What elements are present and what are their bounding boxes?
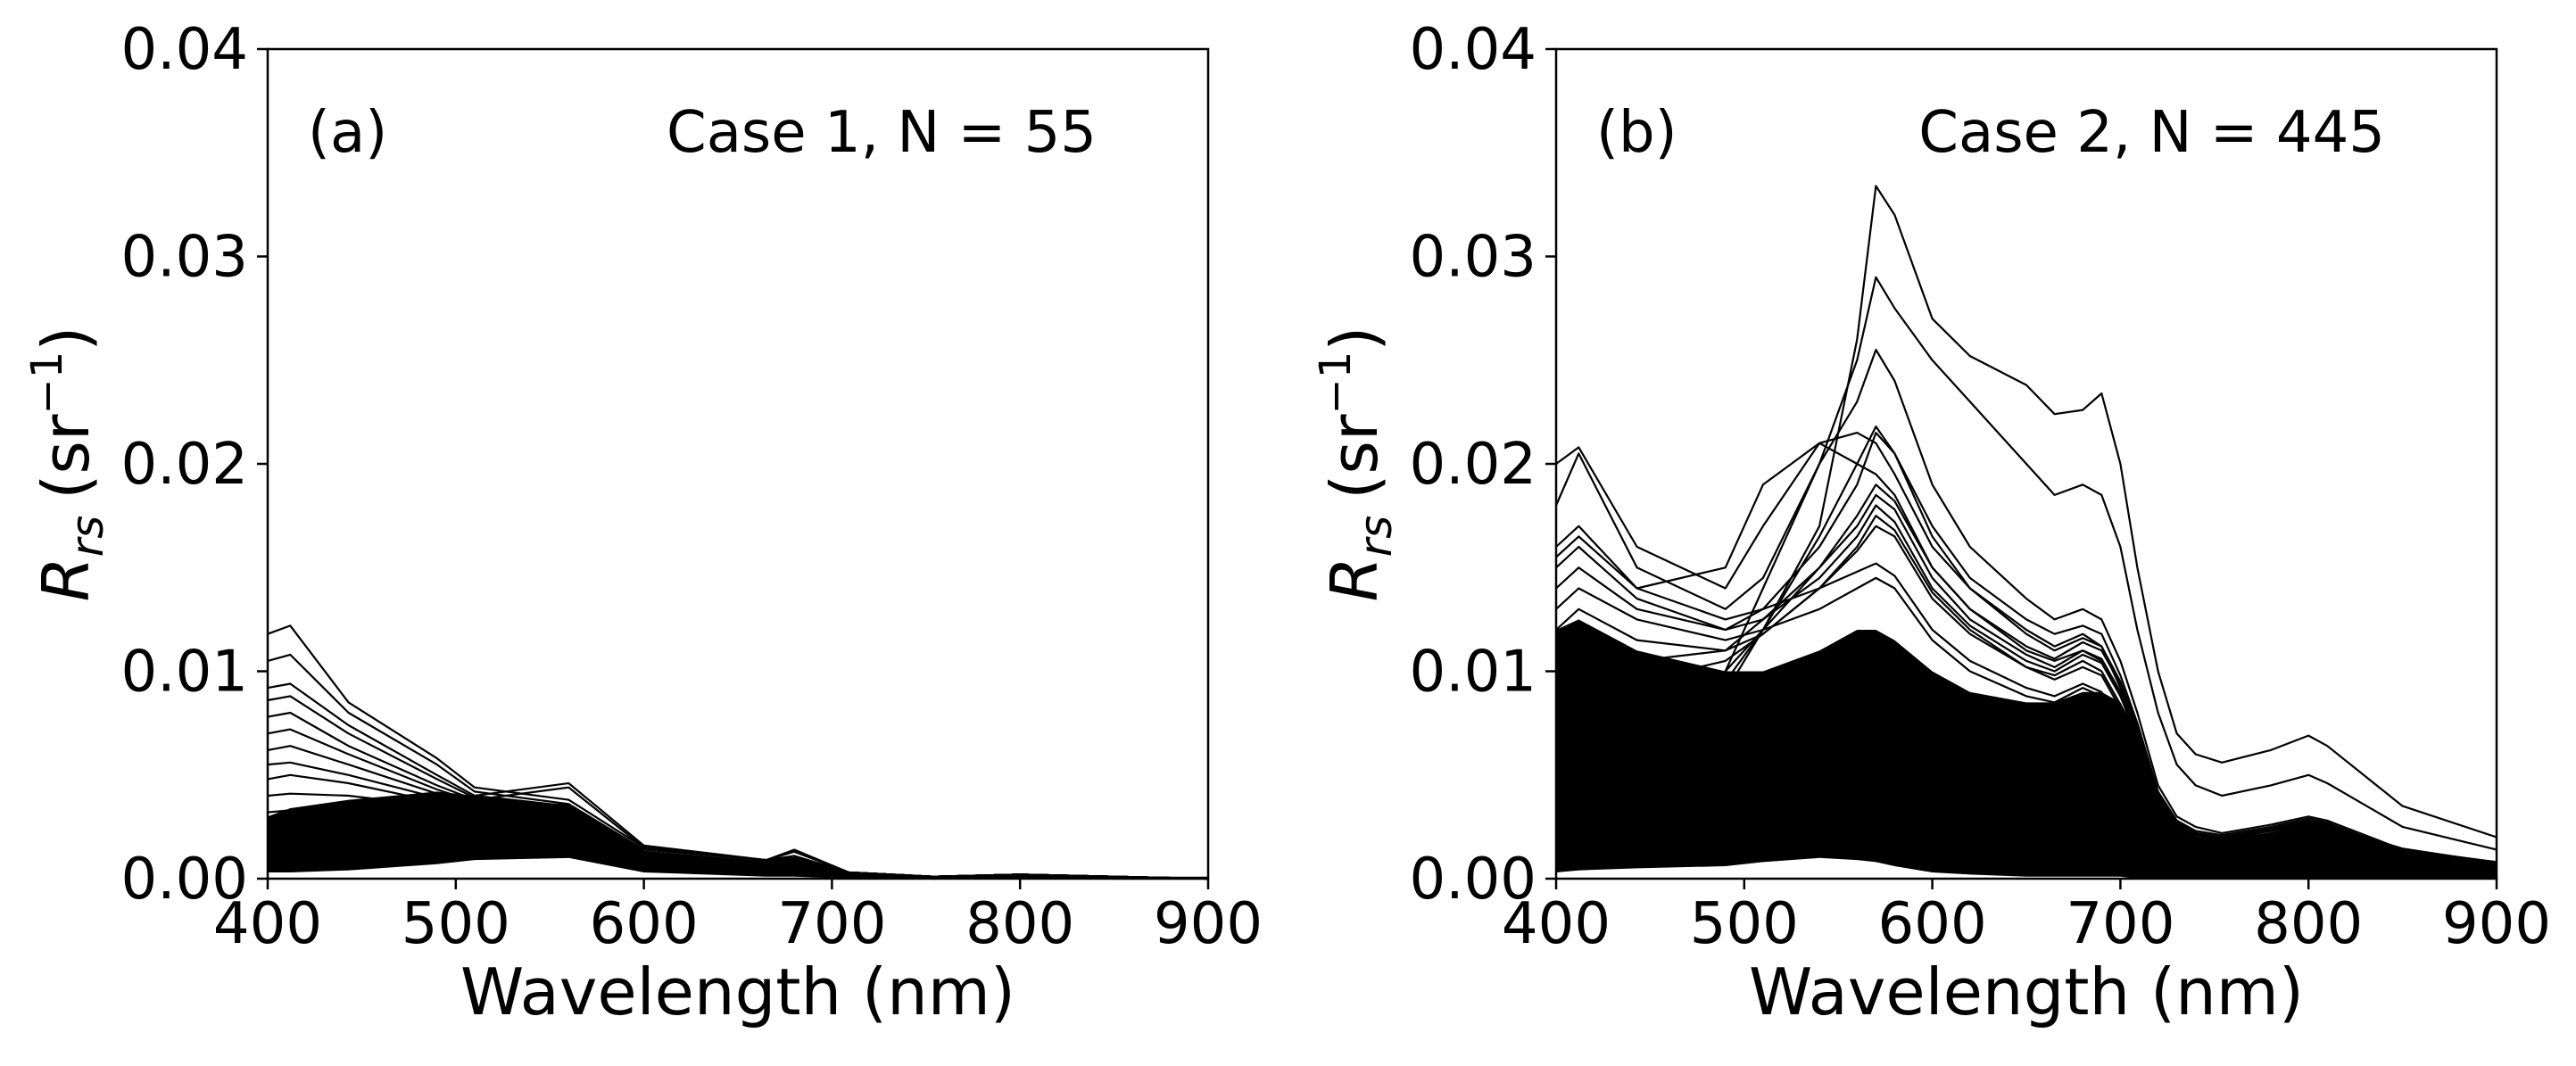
y-tick-label: 0.02 bbox=[121, 432, 249, 498]
spectra-band bbox=[268, 791, 1208, 879]
y-tick-label: 0.04 bbox=[1410, 17, 1537, 83]
x-tick-label: 700 bbox=[777, 891, 886, 957]
panel-a: 400 500 600 700 800 900 0.00 0.01 0.02 0.03 0.04 Wa… bbox=[22, 17, 1263, 1029]
case-annotation: Case 2, N = 445 bbox=[1918, 100, 2385, 166]
x-tick-label: 800 bbox=[965, 891, 1074, 957]
plot-frame bbox=[266, 47, 1210, 880]
y-axis-symbol: R bbox=[29, 557, 104, 601]
x-tick-label: 700 bbox=[2066, 891, 2174, 957]
x-tick-label: 600 bbox=[590, 891, 699, 957]
y-axis-unit-exponent: −1 bbox=[1311, 351, 1361, 415]
y-tick-label: 0.03 bbox=[121, 225, 249, 291]
spectrum-line bbox=[1555, 426, 2497, 864]
panel-b: 400 500 600 700 800 900 0.00 0.01 0.02 0.03 0.04 Wa… bbox=[1311, 17, 2551, 1029]
spectrum-line bbox=[1554, 349, 2497, 864]
y-axis-subscript: rs bbox=[62, 516, 113, 558]
x-tick-label: 900 bbox=[1154, 891, 1263, 957]
y-axis-symbol: R bbox=[1317, 557, 1392, 601]
y-axis-title: Rrs (sr−1) bbox=[1311, 326, 1402, 602]
x-tick-label: 400 bbox=[213, 891, 322, 957]
spectrum-line bbox=[1555, 276, 2497, 851]
x-tick-label: 600 bbox=[1878, 891, 1987, 957]
x-axis-title: Wavelength (nm) bbox=[460, 954, 1015, 1029]
y-tick-label: 0.02 bbox=[1410, 432, 1537, 498]
x-tick-label: 900 bbox=[2442, 891, 2551, 957]
x-tick-label: 500 bbox=[1690, 891, 1799, 957]
spectrum-line bbox=[267, 839, 1208, 880]
spectrum-line bbox=[1555, 432, 2497, 864]
y-axis-subscript: rs bbox=[1350, 516, 1402, 558]
y-tick-label: 0.00 bbox=[121, 847, 249, 913]
spectrum-line bbox=[1555, 535, 2497, 868]
y-tick-label: 0.01 bbox=[1410, 640, 1537, 706]
y-axis-unit-open: (sr bbox=[29, 414, 104, 500]
y-axis-title: Rrs (sr−1) bbox=[22, 326, 113, 602]
x-tick-label: 400 bbox=[1502, 891, 1611, 957]
x-tick-label: 800 bbox=[2254, 891, 2363, 957]
panel-label: (b) bbox=[1596, 100, 1677, 166]
x-axis-title: Wavelength (nm) bbox=[1749, 954, 2304, 1029]
y-axis-unit-close: ) bbox=[29, 326, 104, 351]
y-axis-unit-close: ) bbox=[1317, 326, 1392, 351]
y-tick-label: 0.01 bbox=[121, 640, 249, 706]
spectra-band bbox=[1556, 619, 2497, 879]
panel-label: (a) bbox=[308, 100, 387, 166]
spectrum-line bbox=[1555, 576, 2497, 868]
y-tick-label: 0.00 bbox=[1410, 847, 1537, 913]
case-annotation: Case 1, N = 55 bbox=[667, 100, 1097, 166]
y-tick-label: 0.03 bbox=[1410, 225, 1537, 291]
y-tick-label: 0.04 bbox=[121, 17, 249, 83]
spectrum-line bbox=[267, 809, 1209, 880]
y-axis-unit-open: (sr bbox=[1317, 414, 1392, 500]
x-tick-label: 500 bbox=[402, 891, 510, 957]
y-axis-unit-exponent: −1 bbox=[22, 351, 72, 415]
